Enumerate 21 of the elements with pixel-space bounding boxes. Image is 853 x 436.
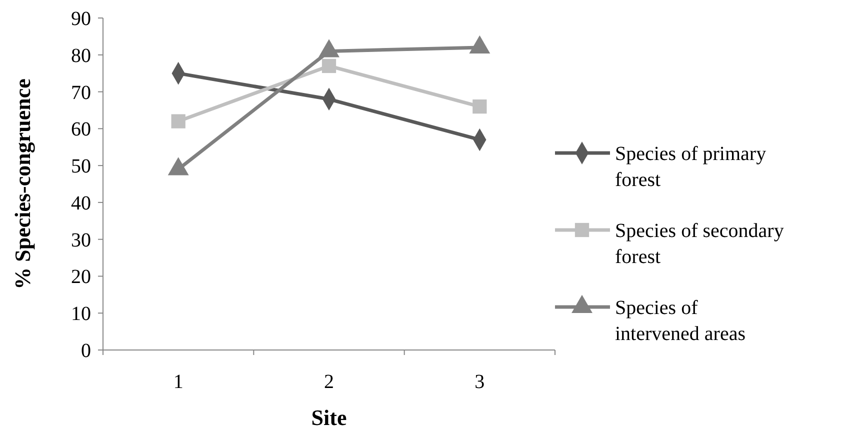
y-tick-label: 70 [71, 82, 91, 104]
y-tick-label: 90 [71, 8, 91, 30]
point [171, 114, 186, 128]
y-tick-label: 60 [71, 118, 91, 141]
y-tick-label: 10 [71, 303, 91, 326]
legend-label: Species of primary forest [615, 143, 766, 191]
y-axis-title: % Species-congruence [10, 78, 35, 290]
point [472, 99, 487, 114]
y-tick-label: 0 [81, 340, 91, 362]
x-tick-label: 1 [173, 371, 184, 393]
y-tick-label: 30 [71, 229, 91, 252]
x-axis-title: Site [311, 405, 347, 430]
y-tick-label: 80 [71, 44, 91, 67]
x-tick-label: 2 [324, 371, 334, 393]
y-tick-label: 40 [71, 192, 91, 214]
point [322, 58, 336, 74]
legend-label: Species of intervened areas [615, 297, 746, 345]
legend-label: Species of secondary forest [615, 220, 784, 268]
y-tick-label: 50 [71, 156, 91, 178]
y-tick-label: 20 [71, 266, 91, 288]
x-tick-label: 3 [474, 371, 485, 393]
